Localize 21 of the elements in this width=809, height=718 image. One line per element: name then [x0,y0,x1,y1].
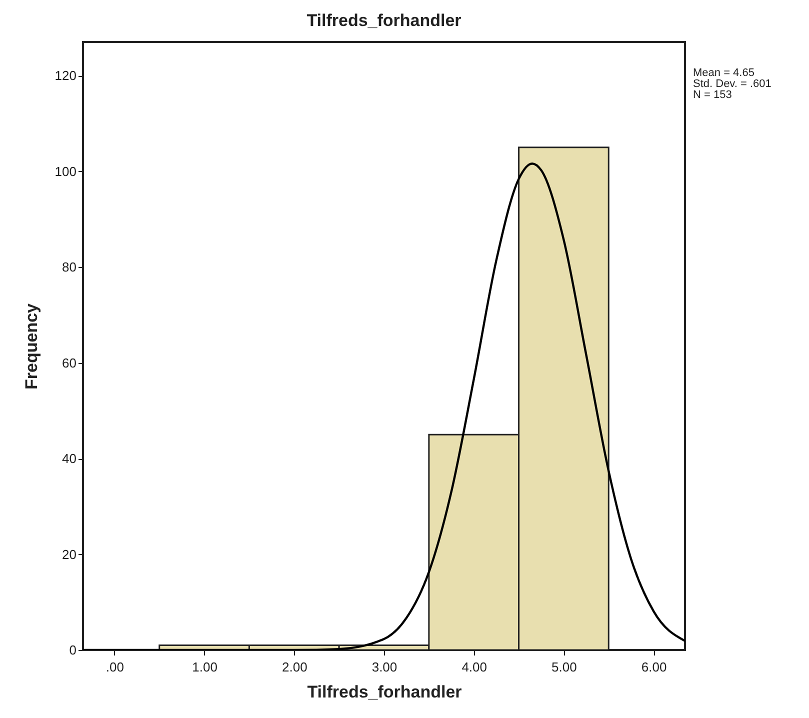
y-tick-label: 40 [62,451,76,466]
y-axis-title: Frequency [22,302,41,390]
y-tick-label: 120 [54,68,76,84]
text: Mean = 4.65 [693,67,756,79]
y-tick-label: 80 [62,260,76,275]
x-tick-label: 6.00 [641,660,667,674]
text: Std. Dev. = .601 [693,78,772,90]
x-axis-title: Tilfreds_forhandler [307,682,462,702]
text: N = 153 [693,89,733,101]
y-tick-label: 60 [62,355,76,370]
x-tick-label: 3.00 [372,660,398,674]
x-tick-label: 5.00 [552,660,577,674]
y-tick-label: 100 [54,164,76,179]
x-tick-label: .00 [106,660,124,674]
chart-title: Tilfreds_forhandler [306,11,462,30]
line-series [83,162,685,650]
x-tick-label: 2.00 [282,660,308,674]
y-tick-label: 0 [69,642,76,658]
y-tick-label: 20 [62,546,76,562]
x-tick-label: 4.00 [462,660,488,674]
x-tick-label: 1.00 [192,660,218,674]
